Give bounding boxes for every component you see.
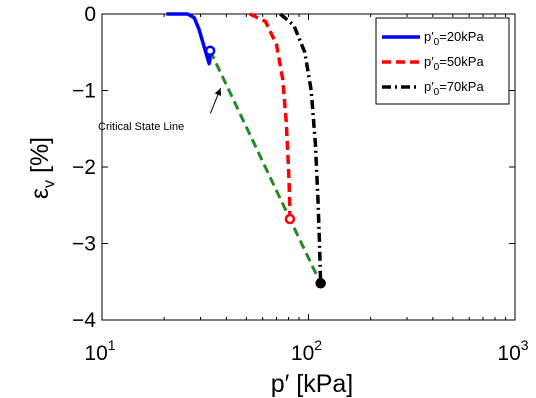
legend-label-1: p′0=50kPa <box>424 54 484 73</box>
legend-label-sub: 0 <box>434 62 440 73</box>
legend-label-pre: p′ <box>424 29 434 44</box>
end-marker-layer <box>204 45 326 289</box>
annotation-arrowhead <box>214 88 222 97</box>
y-axis: 0 −1 −2 −3 −4 <box>72 3 515 332</box>
legend-label-pre: p′ <box>424 79 434 94</box>
x-tick-label-base: 10 <box>497 342 520 365</box>
y-tick-label: −1 <box>72 80 96 103</box>
y-tick-label: −2 <box>72 156 96 179</box>
plot-area: 0−1−2−3−4 101 102 103 <box>72 3 529 365</box>
legend-label-post: =20kPa <box>439 29 484 44</box>
end-marker-2 <box>315 278 326 289</box>
y-axis-title: εv [%] <box>26 137 58 199</box>
y-tick-label: −3 <box>72 233 96 256</box>
legend-label-post: =50kPa <box>439 54 484 69</box>
x-tick-label-exponent: 3 <box>521 337 529 353</box>
y-axis-title-unit: [%] <box>26 137 54 180</box>
annotation: Critical State Line <box>98 88 222 133</box>
end-marker-0 <box>204 45 216 56</box>
x-tick-label: 101 <box>84 337 115 365</box>
legend-label-sub: 0 <box>434 87 440 98</box>
series-line-2 <box>279 12 323 284</box>
series-line-0 <box>166 12 212 66</box>
series-layer <box>166 12 323 284</box>
x-axis: 101 102 103 <box>84 14 529 365</box>
series-line-1 <box>249 12 292 220</box>
x-tick-label: 102 <box>291 337 322 365</box>
annotation-label: Critical State Line <box>98 121 184 133</box>
legend-label-0: p′0=20kPa <box>424 29 484 48</box>
critical-state-line-layer <box>208 50 322 284</box>
critical-state-line <box>208 50 322 284</box>
y-tick-label: 0 <box>84 3 96 26</box>
legend-label-pre: p′ <box>424 54 434 69</box>
x-tick-label-exponent: 2 <box>314 337 322 353</box>
legend-label-post: =70kPa <box>439 79 484 94</box>
legend-label-sub: 0 <box>434 37 440 48</box>
y-tick-label: −4 <box>72 309 96 332</box>
y-axis-title-symbol: ε <box>26 188 54 199</box>
x-axis-title: p′ [kPa] <box>271 370 354 398</box>
y-axis-title-subscript: v <box>41 180 58 188</box>
legend-label-2: p′0=70kPa <box>424 79 484 98</box>
x-tick-label-base: 10 <box>84 342 107 365</box>
end-marker-1 <box>284 213 296 225</box>
x-tick-label: 103 <box>497 337 528 365</box>
x-tick-label-exponent: 1 <box>108 337 116 353</box>
x-tick-label-base: 10 <box>291 342 314 365</box>
